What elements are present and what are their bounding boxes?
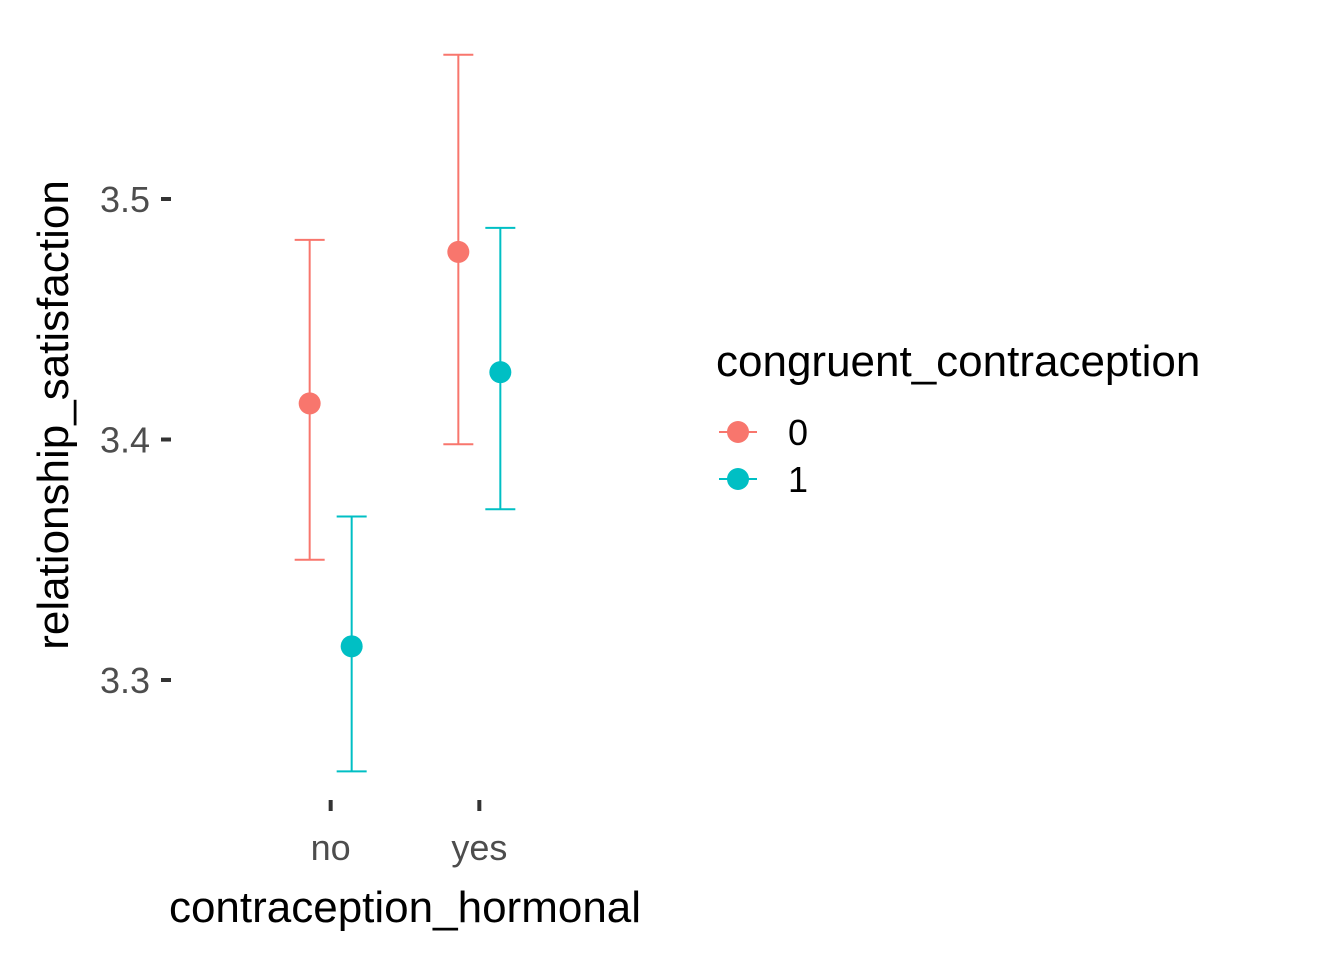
x-axis-title: contraception_hormonal <box>169 883 641 932</box>
y-tick-label: 3.4 <box>100 420 150 461</box>
data-point <box>489 361 512 384</box>
legend: congruent_contraception 01 <box>716 337 1200 500</box>
legend-items: 01 <box>719 412 808 500</box>
data-point <box>447 240 470 263</box>
data-point <box>298 392 321 415</box>
legend-key-marker <box>727 421 749 443</box>
legend-label: 1 <box>788 459 808 500</box>
y-axis-title: relationship_satisfaction <box>29 180 78 650</box>
data-point <box>340 635 363 658</box>
legend-label: 0 <box>788 412 808 453</box>
axes: 3.3 3.4 3.5 no yes <box>100 179 507 868</box>
legend-key-marker <box>727 468 749 490</box>
x-tick-label: yes <box>451 827 507 868</box>
plot-area <box>294 53 516 773</box>
y-tick-label: 3.5 <box>100 179 150 220</box>
y-tick-label: 3.3 <box>100 660 150 701</box>
legend-title: congruent_contraception <box>716 337 1200 386</box>
x-tick-label: no <box>311 827 351 868</box>
